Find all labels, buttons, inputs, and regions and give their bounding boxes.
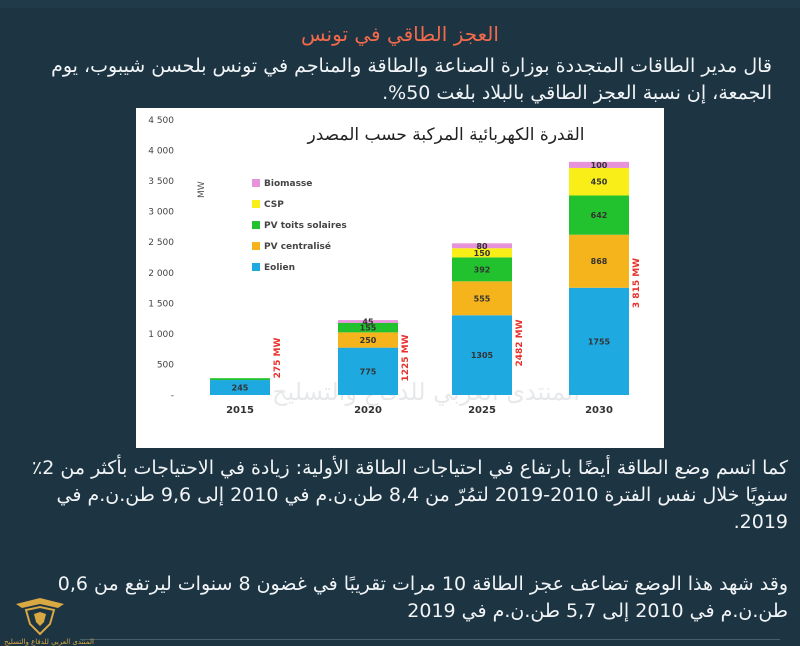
total-label-2025: 2482 MW: [515, 319, 525, 366]
bar-segment-csp-2025: [452, 248, 512, 258]
bar-data-label: 642: [591, 211, 608, 220]
forum-logo-icon: [16, 598, 64, 636]
total-label-2020: 1225 MW: [401, 334, 411, 381]
bar-segment-pv-centralis--2025: [452, 281, 512, 316]
bar-segment-eolien-2020: [338, 347, 398, 395]
bar-data-label: 392: [474, 265, 491, 274]
bar-segment-biomasse-2025: [452, 243, 512, 249]
bar-segment-biomasse-2030: [569, 161, 629, 168]
bar-data-label: 1755: [588, 337, 611, 346]
bar-data-label: 450: [591, 178, 608, 187]
bar-segment-pv-centralis--2030: [569, 234, 629, 288]
bar-segment-pv-toits-solaires-2015: [210, 378, 270, 381]
bar-data-label: 45: [362, 318, 374, 327]
legend-swatch: [252, 263, 260, 271]
divider: [80, 639, 780, 640]
headline: العجز الطاقي في تونس: [301, 22, 499, 46]
bar-segment-csp-2030: [569, 167, 629, 196]
energy-needs-paragraph: كما اتسم وضع الطاقة أيضًا بارتفاع في احت…: [32, 457, 788, 533]
x-tick-label: 2020: [354, 405, 382, 416]
bar-segment-pv-toits-solaires-2025: [452, 257, 512, 282]
legend-swatch: [252, 200, 260, 208]
y-tick-label: 1 000: [148, 330, 174, 340]
intro-paragraph: قال مدير الطاقات المتجددة بوزارة الصناعة…: [51, 55, 772, 104]
y-tick-label: 4 500: [148, 116, 174, 126]
y-tick-label: 2 500: [148, 238, 174, 248]
bar-data-label: 555: [474, 294, 491, 303]
x-tick-label: 2015: [226, 405, 254, 416]
x-tick-label: 2030: [585, 405, 613, 416]
bar-data-label: 245: [232, 384, 249, 393]
bar-data-label: 775: [360, 367, 377, 376]
y-tick-label: 1 500: [148, 299, 174, 309]
y-tick-label: 3 000: [148, 208, 174, 218]
legend-swatch: [252, 179, 260, 187]
legend-swatch: [252, 221, 260, 229]
legend-swatch: [252, 242, 260, 250]
bar-segment-eolien-2030: [569, 287, 629, 395]
legend-entry: Biomasse: [264, 179, 312, 189]
installed-capacity-chart: المنتدى العربي للدفاع والتسليح - 500 1 000…: [136, 108, 664, 448]
bar-data-label: 250: [360, 336, 377, 345]
legend-entry: PV centralisé: [264, 241, 331, 252]
bar-segment-biomasse-2020: [338, 320, 398, 323]
y-tick-label: -: [171, 391, 174, 401]
total-label-2030: 3 815 MW: [632, 258, 642, 308]
legend-entry: PV toits solaires: [264, 221, 347, 231]
legend-entry: Eolien: [264, 263, 295, 273]
bar-data-label: 100: [591, 161, 608, 170]
bar-data-label: 868: [591, 257, 608, 266]
chart-title: القدرة الكهربائية المركبة حسب المصدر: [307, 125, 585, 145]
deficit-paragraph: وقد شهد هذا الوضع تضاعف عجز الطاقة 10 مر…: [57, 573, 788, 622]
bar-segment-eolien-2015: [210, 380, 270, 395]
x-tick-label: 2025: [468, 405, 496, 416]
y-tick-label: 3 500: [148, 177, 174, 187]
bar-segment-pv-centralis--2020: [338, 332, 398, 348]
bar-segment-pv-toits-solaires-2020: [338, 322, 398, 333]
logo-caption: المنتدى العربي للدفاع والتسليح: [4, 638, 94, 646]
bar-data-label: 1305: [471, 351, 494, 360]
bar-data-label: 80: [476, 242, 488, 251]
y-axis-label: MW: [197, 181, 207, 198]
y-tick-label: 2 000: [148, 269, 174, 279]
bar-segment-eolien-2025: [452, 315, 512, 395]
legend-entry: CSP: [264, 200, 284, 210]
chart-svg: المنتدى العربي للدفاع والتسليح - 500 1 000…: [148, 116, 642, 416]
y-tick-label: 500: [157, 360, 174, 370]
bar-segment-pv-toits-solaires-2030: [569, 195, 629, 235]
top-bar: [0, 0, 800, 8]
bar-data-label: 155: [360, 324, 377, 333]
watermark: المنتدى العربي للدفاع والتسليح: [272, 378, 580, 406]
total-label-2015: 275 MW: [273, 338, 283, 379]
bar-data-label: 150: [474, 249, 491, 258]
y-tick-label: 4 000: [148, 147, 174, 157]
